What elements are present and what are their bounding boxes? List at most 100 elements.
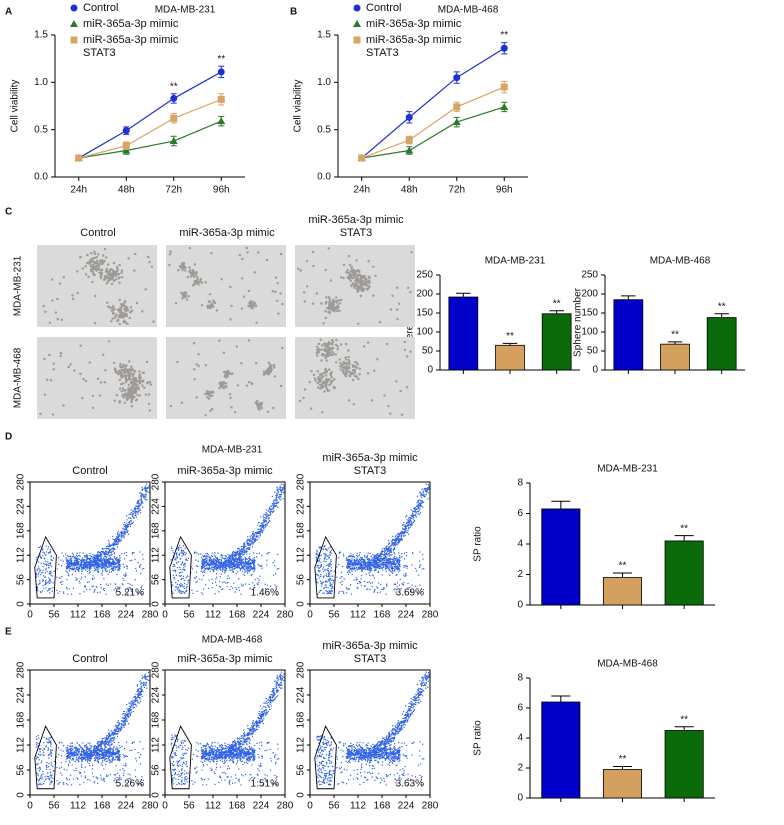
y-tick-label: 0: [296, 792, 307, 798]
significance-label: **: [680, 714, 688, 725]
data-point: [217, 68, 225, 76]
cell-texture: [39, 340, 153, 416]
data-point: [170, 94, 178, 102]
series-line: [78, 71, 222, 159]
y-tick-label: 0: [296, 601, 307, 607]
y-tick-label: 280: [16, 661, 27, 678]
plot-label-box: miR-365a-3p mimic STAT3: [322, 640, 417, 665]
legend-label-box: miR-365a-3p mimic STAT3: [83, 34, 179, 59]
legend-label-box: miR-365a-3p mimic: [366, 18, 461, 30]
x-tick-label: 224: [253, 610, 270, 621]
bar: [602, 577, 643, 606]
panel-label: D: [5, 432, 12, 443]
y-tick-label: 0: [151, 601, 162, 607]
significance-label: **: [217, 54, 225, 65]
column-label: miR-365a-3p mimic: [179, 227, 275, 239]
legend-marker: [353, 36, 361, 44]
data-point: [169, 137, 178, 145]
y-tick-label: 1.5: [317, 30, 331, 41]
plot-label-box: miR-365a-3p mimic: [177, 653, 272, 665]
x-tick-label: 72h: [165, 185, 182, 196]
x-tick-label: 56: [328, 801, 340, 812]
error-bar: [456, 292, 471, 298]
x-tick-label: 0: [307, 610, 313, 621]
y-tick-label: 224: [16, 498, 27, 515]
series-line: [78, 98, 222, 159]
significance-label: **: [671, 330, 679, 341]
x-tick-label: 0: [27, 610, 33, 621]
cell-texture: [42, 247, 155, 326]
x-tick-label: 112: [205, 610, 221, 621]
x-tick-label: 0: [307, 801, 313, 812]
error-bar: [714, 313, 729, 318]
error-bar: [551, 695, 571, 702]
y-tick-label: 280: [151, 661, 162, 678]
significance-label: **: [680, 523, 688, 534]
gate: [314, 725, 337, 790]
y-tick-label: 224: [296, 686, 307, 703]
chart-title: MDA-MB-468: [597, 659, 658, 670]
bar: [664, 730, 704, 799]
bar: [706, 317, 737, 371]
error-bar: [612, 572, 633, 578]
legend-label-box: Control: [83, 2, 118, 14]
bar: [495, 344, 525, 371]
x-tick-label: 0: [162, 801, 168, 812]
row-label: MDA-MB-231: [13, 255, 24, 316]
significance-label: **: [718, 301, 726, 312]
data-point: [122, 142, 130, 150]
y-tick-label: 112: [151, 737, 162, 753]
gate-percent: 1.51%: [251, 779, 279, 790]
y-tick-label: 56: [16, 574, 27, 586]
legend-marker: [70, 4, 78, 12]
column-label: Control: [80, 227, 116, 239]
y-tick-label: 224: [296, 498, 307, 515]
y-tick-label: 8: [517, 673, 523, 684]
plot-label: Control: [72, 653, 108, 665]
legend-marker: [70, 20, 78, 27]
plot-label: miR-365a-3p mimic: [177, 465, 273, 477]
y-axis-label: Cell viability: [293, 80, 304, 133]
bar: [664, 540, 704, 606]
legend-label: Control: [366, 2, 402, 14]
legend-label: miR-365a-3p mimic STAT3: [83, 34, 179, 59]
data-point: [500, 102, 509, 110]
x-tick-label: 280: [422, 801, 439, 812]
panel-label: E: [5, 627, 12, 638]
y-tick-label: 112: [151, 547, 162, 563]
y-tick-label: 0: [517, 793, 523, 804]
y-tick-label: 0: [517, 600, 523, 611]
x-tick-label: 56: [48, 610, 60, 621]
data-point: [358, 154, 366, 162]
x-tick-label: 168: [94, 801, 111, 812]
y-tick-label: 56: [296, 574, 307, 586]
significance-label: **: [619, 561, 627, 572]
gate: [314, 535, 337, 599]
plot-frame: [29, 669, 151, 796]
data-point: [453, 103, 461, 111]
gate-percent: 1.46%: [251, 588, 279, 599]
series-line: [361, 86, 505, 159]
event-dots: [35, 483, 150, 595]
data-point: [122, 127, 130, 135]
panel-label: A: [5, 7, 12, 18]
panel-heading: MDA-MB-468: [202, 635, 263, 646]
x-tick-label: 56: [183, 610, 195, 621]
gate-percent: 5.21%: [116, 588, 144, 599]
error-bar: [674, 726, 694, 731]
y-tick-label: 50: [422, 346, 434, 357]
event-dots: [315, 671, 430, 786]
panel-label: B: [290, 7, 297, 18]
chart-title: MDA-MB-468: [438, 5, 499, 16]
y-tick-label: 4: [517, 539, 523, 550]
y-tick-label: 0: [427, 365, 433, 376]
cell-texture: [168, 246, 284, 324]
micrograph: [295, 337, 415, 419]
x-tick-label: 224: [398, 801, 415, 812]
error-bar: [551, 500, 571, 509]
micrograph: [37, 337, 157, 419]
plot-label-box: miR-365a-3p mimic: [177, 465, 273, 477]
y-tick-label: 100: [416, 327, 433, 338]
data-point: [500, 44, 508, 52]
